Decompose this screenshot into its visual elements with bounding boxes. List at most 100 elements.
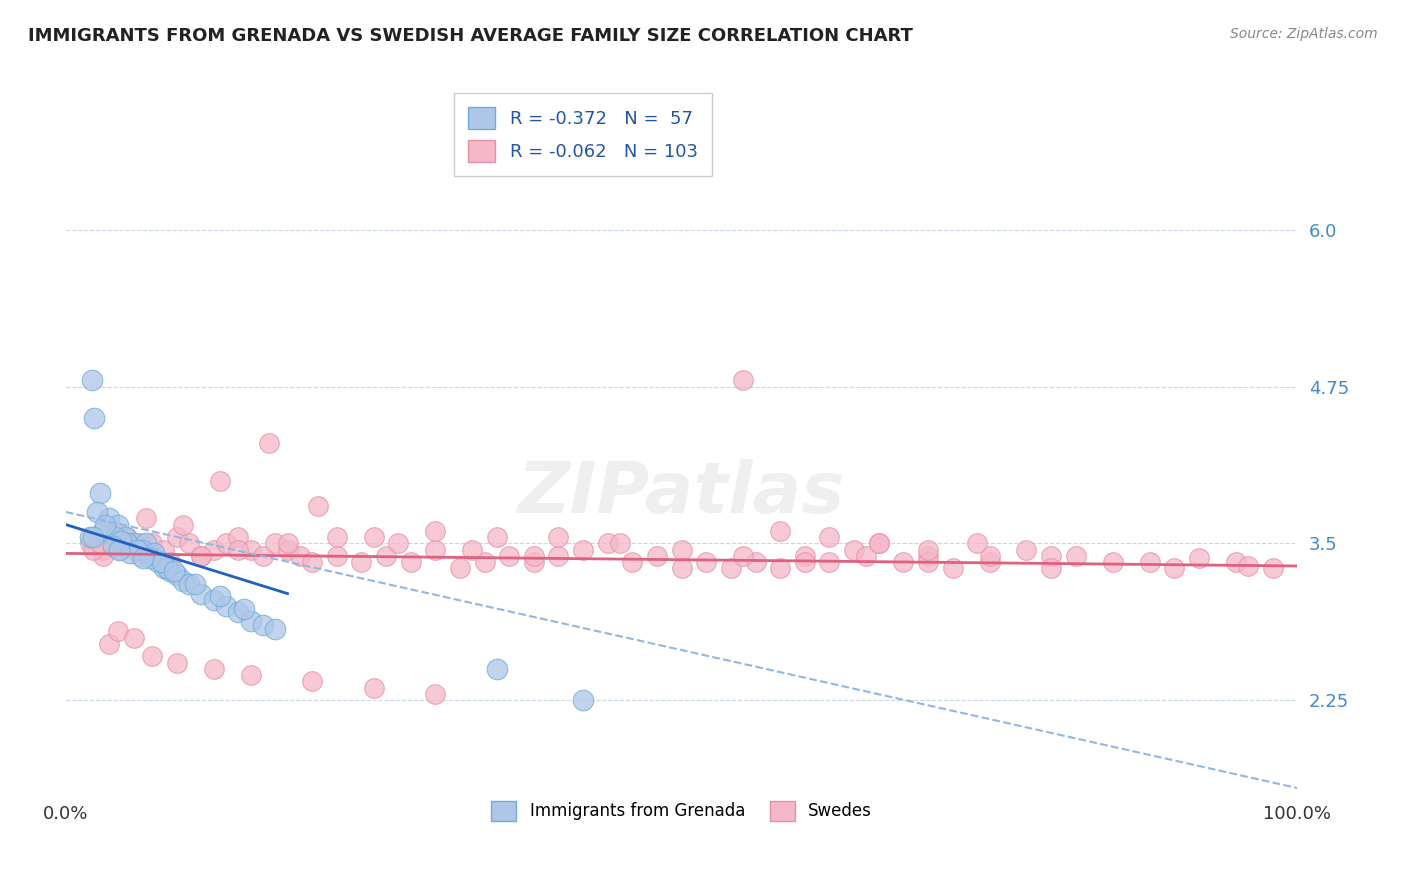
Point — [104, 524, 127, 538]
Point — [91, 549, 114, 563]
Legend: R = -0.372   N =  57, R = -0.062   N = 103: R = -0.372 N = 57, R = -0.062 N = 103 — [454, 93, 713, 177]
Point — [91, 542, 114, 557]
Point — [609, 536, 631, 550]
Point — [855, 549, 877, 563]
Point — [97, 637, 120, 651]
Point — [695, 555, 717, 569]
Point — [425, 524, 447, 538]
Point — [159, 555, 181, 569]
Point — [83, 411, 105, 425]
Point — [1015, 542, 1038, 557]
Point — [264, 536, 287, 550]
Point — [138, 551, 160, 566]
Point — [177, 576, 200, 591]
Point — [523, 549, 546, 563]
Text: Source: ZipAtlas.com: Source: ZipAtlas.com — [1230, 27, 1378, 41]
Point — [122, 631, 145, 645]
Point — [1237, 559, 1260, 574]
Point — [485, 662, 508, 676]
Point — [135, 511, 157, 525]
Point — [148, 555, 170, 569]
Point — [79, 530, 101, 544]
Point — [596, 536, 619, 550]
Point — [150, 555, 173, 569]
Point — [547, 549, 569, 563]
Point — [233, 601, 256, 615]
Point — [301, 674, 323, 689]
Point — [1040, 561, 1063, 575]
Point — [449, 561, 471, 575]
Point — [190, 586, 212, 600]
Point — [202, 592, 225, 607]
Text: ZIPatlas: ZIPatlas — [517, 458, 845, 528]
Point — [485, 530, 508, 544]
Point — [733, 549, 755, 563]
Point — [97, 524, 120, 538]
Point — [720, 561, 742, 575]
Point — [399, 555, 422, 569]
Point — [979, 549, 1001, 563]
Point — [326, 530, 349, 544]
Point — [793, 549, 815, 563]
Point — [1261, 561, 1284, 575]
Point — [202, 542, 225, 557]
Point — [226, 606, 249, 620]
Point — [184, 576, 207, 591]
Point — [498, 549, 520, 563]
Point — [891, 555, 914, 569]
Point — [917, 542, 939, 557]
Point — [326, 549, 349, 563]
Point — [153, 542, 176, 557]
Point — [166, 567, 188, 582]
Point — [127, 542, 149, 557]
Point — [215, 599, 238, 614]
Point — [793, 555, 815, 569]
Point — [818, 530, 841, 544]
Point — [190, 549, 212, 563]
Point — [769, 524, 792, 538]
Point — [128, 542, 150, 557]
Point — [107, 517, 129, 532]
Point — [91, 524, 114, 538]
Point — [769, 561, 792, 575]
Point — [842, 542, 865, 557]
Point — [128, 549, 150, 563]
Point — [239, 614, 262, 628]
Point — [89, 486, 111, 500]
Point — [190, 549, 212, 563]
Point — [425, 687, 447, 701]
Point — [122, 536, 145, 550]
Point — [208, 474, 231, 488]
Point — [868, 536, 890, 550]
Point — [226, 542, 249, 557]
Point — [166, 656, 188, 670]
Point — [172, 574, 194, 588]
Point — [276, 536, 298, 550]
Point — [141, 536, 163, 550]
Point — [117, 536, 139, 550]
Point — [363, 681, 385, 695]
Point — [375, 549, 398, 563]
Point — [966, 536, 988, 550]
Point — [1188, 551, 1211, 566]
Point — [156, 561, 179, 575]
Point — [159, 564, 181, 578]
Point — [110, 542, 132, 557]
Point — [425, 542, 447, 557]
Point — [301, 555, 323, 569]
Point — [141, 649, 163, 664]
Point — [208, 589, 231, 603]
Point — [202, 662, 225, 676]
Point — [1064, 549, 1087, 563]
Point — [166, 530, 188, 544]
Point — [1163, 561, 1185, 575]
Point — [474, 555, 496, 569]
Point — [264, 622, 287, 636]
Point — [101, 539, 124, 553]
Point — [226, 530, 249, 544]
Point — [239, 668, 262, 682]
Point — [572, 542, 595, 557]
Point — [89, 536, 111, 550]
Point — [86, 505, 108, 519]
Point — [1040, 549, 1063, 563]
